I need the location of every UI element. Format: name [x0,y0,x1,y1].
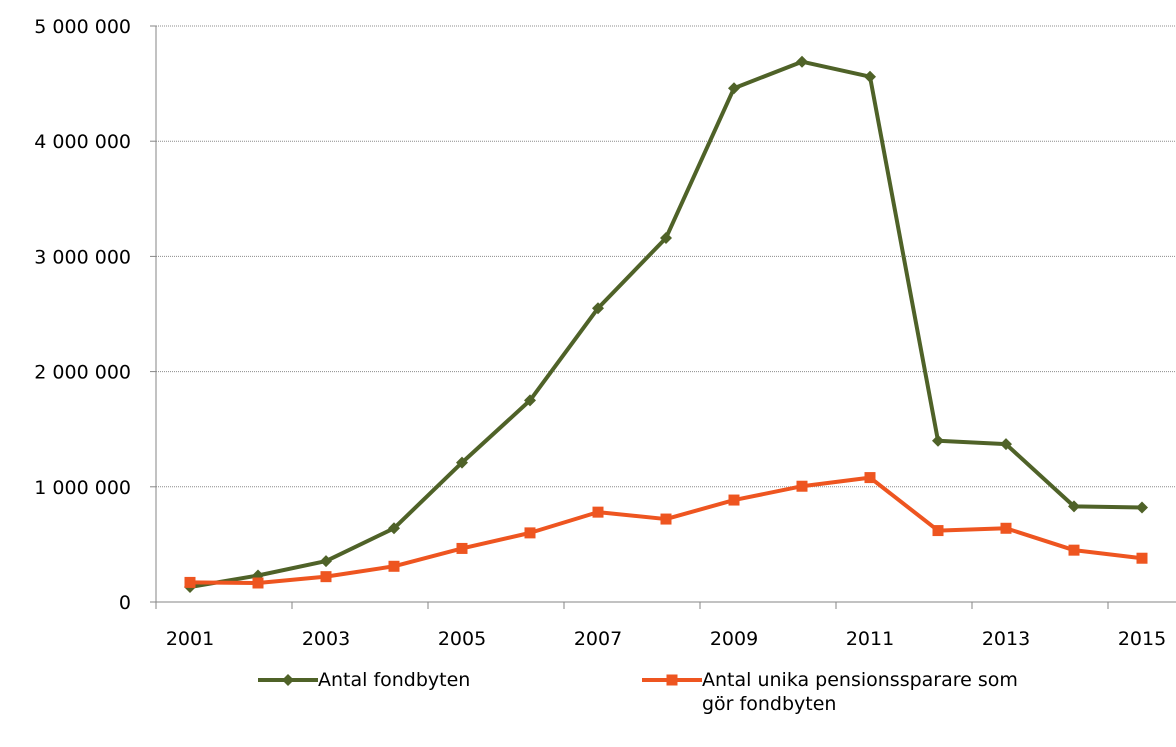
marker [660,513,672,525]
marker [388,522,400,535]
marker [932,525,944,537]
marker [932,434,944,447]
marker [184,576,196,588]
marker [1068,544,1080,556]
legend-marker [282,674,294,686]
y-tick-label: 4 000 000 [34,131,131,153]
chart: 0 1 000 000 2 000 000 3 000 000 4 000 000 5 0… [34,16,1176,650]
marker [592,506,604,518]
marker [524,394,536,407]
legend-label: Antal fondbyten [318,669,471,691]
y-tick-label: 5 000 000 [34,16,131,38]
marker [1000,438,1012,451]
marker [524,527,536,539]
x-tick-label: 2009 [710,628,758,650]
x-tick-label: 2011 [846,628,894,650]
legend: Antal fondbyten Antal unika pensionsspara… [0,665,1176,745]
legend-item: Antal fondbyten [258,668,470,692]
x-tick-label: 2015 [1118,628,1166,650]
marker [660,231,672,244]
marker [796,55,808,68]
x-tick-label: 2005 [438,628,486,650]
marker [796,480,808,492]
marker [456,542,468,554]
marker [320,555,332,568]
marker [1068,500,1080,513]
y-tick-label: 2 000 000 [34,362,131,384]
marker [864,472,876,484]
marker [388,560,400,572]
legend-item: Antal unika pensionssparare som gör fond… [642,668,1052,716]
legend-label: Antal unika pensionssparare som gör fond… [702,669,1018,715]
marker [320,571,332,583]
marker [728,82,740,95]
marker [1136,501,1148,514]
x-tick-label: 2001 [166,628,214,650]
x-tick-label: 2003 [302,628,350,650]
marker [1000,522,1012,534]
marker [592,302,604,315]
y-tick-label: 1 000 000 [34,477,131,499]
legend-swatch [258,674,318,686]
marker [864,70,876,83]
marker [456,456,468,469]
series-line [189,59,1143,589]
marker [1136,552,1148,564]
marker [252,577,264,589]
series-line [189,475,1143,585]
y-tick-label: 0 [119,592,131,614]
legend-swatch [642,674,702,686]
marker [728,494,740,506]
legend-marker [666,674,678,686]
x-tick-label: 2013 [982,628,1030,650]
y-tick-label: 3 000 000 [34,246,131,268]
x-tick-label: 2007 [574,628,622,650]
